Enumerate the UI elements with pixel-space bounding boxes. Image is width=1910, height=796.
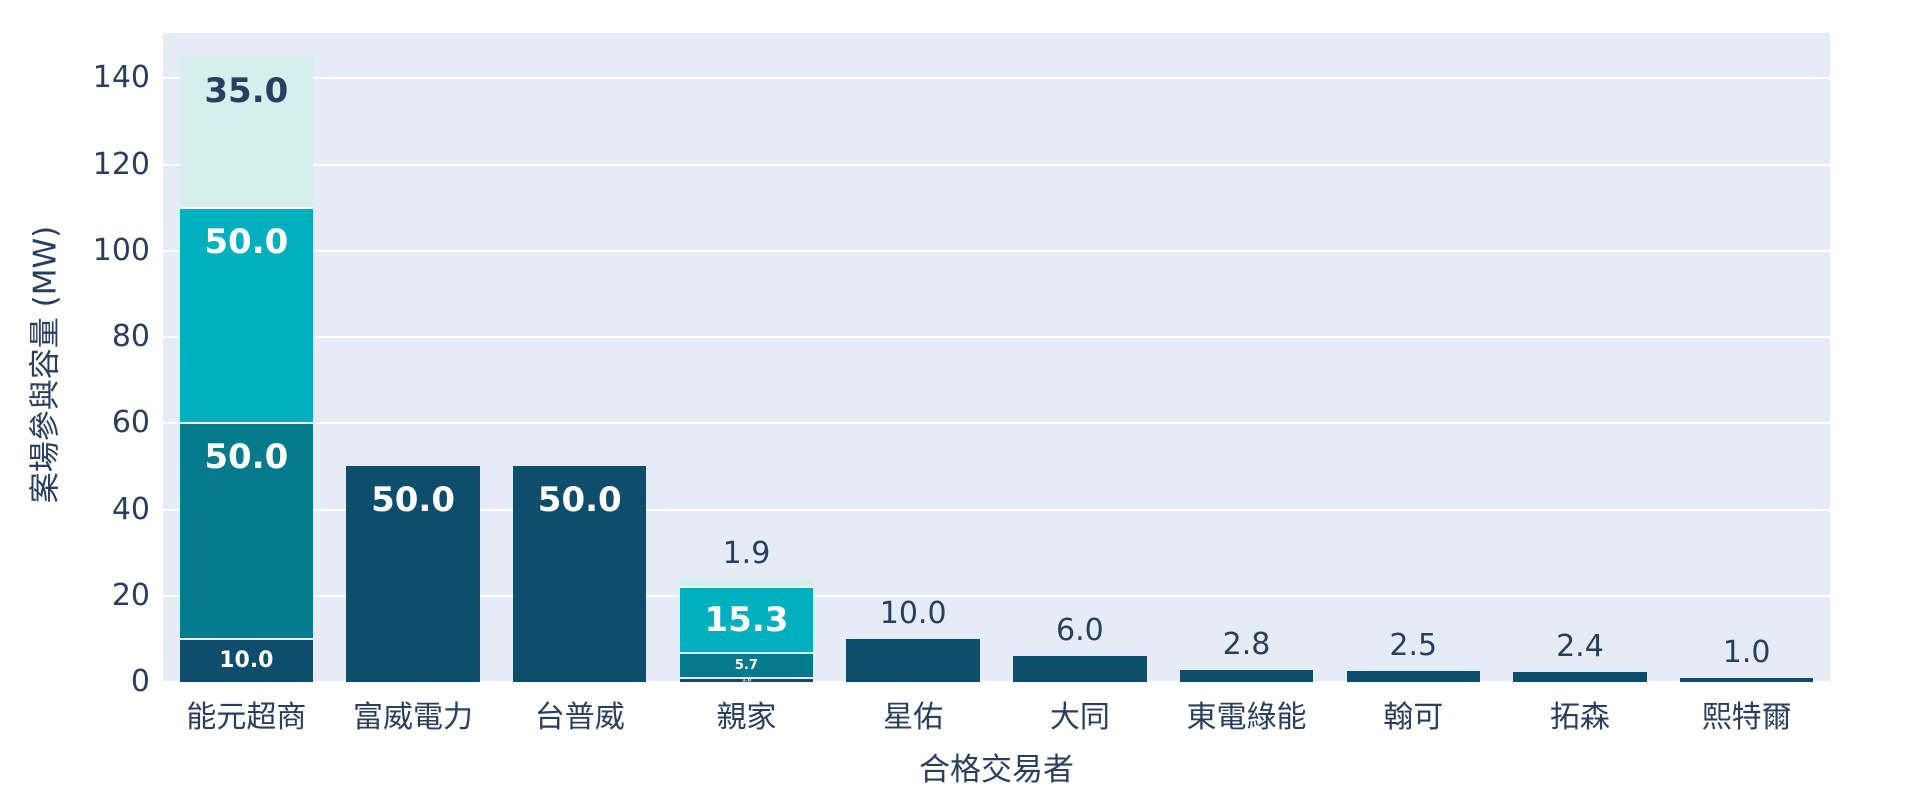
y-axis-title: 案場參與容量 (MW) [27, 225, 64, 504]
x-tick-label-翰可: 翰可 [1383, 700, 1444, 735]
bar-value-label: 10.0 [219, 647, 274, 673]
bar-segment-親家-15.3[interactable]: 15.3 [679, 587, 814, 654]
bar-value-label: 15.3 [704, 600, 789, 641]
y-tick-label: 60 [111, 405, 150, 441]
bar-segment-能元超商-50.0[interactable]: 50.0 [179, 423, 314, 639]
y-tick-label: 0 [130, 664, 150, 699]
y-tick-label: 80 [111, 319, 150, 355]
bar-value-label: 35.0 [204, 70, 289, 111]
bar-segment-星佑-10.0[interactable] [846, 638, 980, 682]
bar-segment-能元超商-35.0[interactable]: 35.0 [179, 56, 314, 208]
x-tick-label-能元超商: 能元超商 [186, 700, 307, 735]
x-tick-label-星佑: 星佑 [883, 700, 944, 735]
bar-segment-熙特爾-1.0[interactable] [1679, 677, 1814, 682]
bar-value-label-outside: 2.4 [1556, 628, 1604, 664]
bar-segment-大同-6.0[interactable] [1013, 656, 1147, 682]
bar-value-label-outside: 1.0 [1722, 634, 1771, 670]
bar-segment-台普威-50.0[interactable]: 50.0 [513, 466, 647, 682]
bar-segment-富威電力-50.0[interactable]: 50.0 [346, 466, 480, 682]
y-gridline [163, 508, 1830, 511]
y-tick-label: 40 [111, 491, 150, 527]
y-tick-label: 140 [92, 60, 150, 96]
x-tick-label-大同: 大同 [1049, 700, 1110, 735]
x-axis-title: 合格交易者 [919, 752, 1074, 788]
bar-value-label-outside: 6.0 [1055, 613, 1104, 649]
y-tick-label: 20 [111, 577, 150, 613]
segment-divider [179, 422, 314, 425]
segment-divider [679, 652, 814, 655]
bar-segment-能元超商-50.0[interactable]: 50.0 [179, 207, 314, 424]
plot-area: 10.0 50.0 50.0 35.0 50.0 50.0 1.0 5.7 15.3 1.9 10.… [163, 33, 1830, 683]
bar-value-label: 50.0 [537, 480, 622, 521]
y-gridline [163, 249, 1830, 252]
x-tick-label-富威電力: 富威電力 [353, 700, 474, 735]
bar-value-label: 5.7 [734, 657, 758, 673]
bar-segment-能元超商-10.0[interactable]: 10.0 [179, 638, 314, 682]
x-tick-label-熙特爾: 熙特爾 [1701, 700, 1792, 735]
x-tick-label-拓森: 拓森 [1549, 700, 1610, 735]
bar-value-label: 1.0 [742, 677, 751, 683]
bar-segment-東電綠能-2.8[interactable] [1179, 669, 1314, 682]
segment-divider [179, 637, 314, 640]
x-tick-label-東電綠能: 東電綠能 [1186, 700, 1307, 735]
bar-value-label-outside: 10.0 [879, 595, 947, 631]
x-tick-label-親家: 親家 [716, 700, 777, 735]
bar-value-label-outside: 2.8 [1222, 626, 1271, 662]
bar-value-label: 50.0 [204, 437, 289, 478]
segment-divider [179, 206, 314, 209]
y-tick-label: 100 [92, 232, 150, 268]
y-gridline [163, 163, 1830, 166]
y-gridline [163, 594, 1830, 597]
x-tick-label-台普威: 台普威 [534, 700, 625, 735]
bar-segment-拓森-2.4[interactable] [1513, 671, 1647, 682]
y-gridline [163, 336, 1830, 339]
bar-segment-親家-5.7[interactable]: 5.7 [679, 653, 814, 678]
y-gridline [163, 681, 1830, 683]
bar-value-label: 50.0 [371, 480, 455, 521]
bar-segment-親家-1.0[interactable]: 1.0 [679, 677, 814, 683]
y-gridline [163, 422, 1830, 425]
bar-value-label-outside: 2.5 [1389, 628, 1438, 664]
segment-divider [679, 586, 814, 589]
y-gridline [163, 77, 1830, 80]
bar-value-label-outside: 1.9 [722, 535, 771, 571]
y-tick-label: 120 [92, 146, 150, 182]
bar-segment-親家-1.9[interactable] [679, 578, 814, 588]
bar-segment-翰可-2.5[interactable] [1346, 671, 1480, 682]
segment-divider [679, 676, 814, 679]
bar-value-label: 50.0 [204, 221, 289, 262]
